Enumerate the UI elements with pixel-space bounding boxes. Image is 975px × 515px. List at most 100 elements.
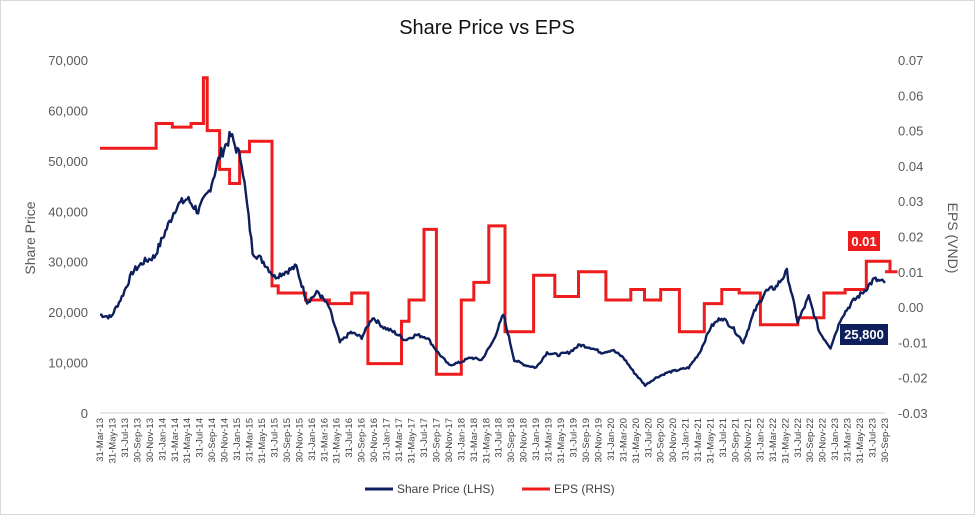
x-tick-label: 31-Jul-16	[344, 418, 355, 458]
right-tick-label: 0.06	[898, 88, 923, 103]
x-tick-label: 31-May-14	[182, 418, 193, 463]
right-axis-label: EPS (VND)	[945, 203, 961, 274]
legend-label-price: Share Price (LHS)	[397, 482, 494, 496]
eps-callout-box	[848, 231, 880, 251]
x-tick-label: 31-Mar-17	[394, 418, 405, 462]
left-axis-ticks: 0 10,000 20,000 30,000 40,000 50,000 60,000 70,…	[48, 53, 88, 421]
x-tick-label: 31-May-22	[780, 418, 791, 463]
eps-callout-label: 0.01	[851, 234, 876, 249]
right-tick-label: 0.03	[898, 194, 923, 209]
legend-label-eps: EPS (RHS)	[554, 482, 615, 496]
x-tick-label: 30-Sep-23	[880, 418, 891, 462]
x-tick-label: 31-May-13	[107, 418, 118, 463]
right-tick-label: 0.02	[898, 230, 923, 245]
price-callout-box	[840, 324, 888, 345]
x-tick-label: 31-Jul-13	[120, 418, 131, 458]
left-tick-label: 70,000	[48, 53, 88, 68]
x-tick-label: 30-Nov-22	[818, 418, 829, 462]
x-tick-label: 31-May-19	[556, 418, 567, 463]
x-tick-label: 30-Sep-21	[730, 418, 741, 462]
right-tick-label: 0.04	[898, 159, 923, 174]
x-tick-label: 31-Mar-20	[618, 418, 629, 462]
x-tick-label: 31-Jan-16	[307, 418, 318, 461]
chart-title: Share Price vs EPS	[399, 17, 575, 39]
x-tick-label: 31-Mar-16	[319, 418, 330, 462]
left-tick-label: 0	[81, 406, 88, 421]
x-tick-label: 31-Jan-22	[755, 418, 766, 461]
price-callout: 25,800	[840, 324, 888, 345]
x-tick-label: 30-Nov-19	[593, 418, 604, 462]
x-tick-label: 31-May-18	[481, 418, 492, 463]
x-tick-label: 30-Nov-16	[369, 418, 380, 462]
x-axis-ticks: 31-Mar-13 31-May-13 31-Jul-13 30-Sep-13 30-N…	[95, 418, 891, 463]
share-price-series-line	[100, 130, 886, 387]
left-tick-label: 10,000	[48, 356, 88, 371]
x-tick-label: 31-May-21	[706, 418, 717, 463]
left-axis-label: Share Price	[22, 201, 38, 274]
x-tick-label: 31-Jul-18	[494, 418, 505, 458]
left-tick-label: 30,000	[48, 255, 88, 270]
x-tick-label: 30-Nov-20	[668, 418, 679, 462]
left-tick-label: 60,000	[48, 103, 88, 118]
x-tick-label: 30-Sep-14	[207, 418, 218, 462]
x-tick-label: 31-May-23	[855, 418, 866, 463]
right-tick-label: 0.01	[898, 265, 923, 280]
x-tick-label: 30-Sep-17	[431, 418, 442, 462]
x-tick-label: 30-Nov-18	[519, 418, 530, 462]
x-tick-label: 31-Jul-14	[195, 418, 206, 458]
x-tick-label: 31-Jan-18	[456, 418, 467, 461]
x-tick-label: 31-Mar-14	[170, 418, 181, 462]
x-tick-label: 31-Mar-22	[768, 418, 779, 462]
x-tick-label: 31-Mar-19	[544, 418, 555, 462]
x-tick-label: 31-Jul-15	[269, 418, 280, 458]
x-tick-label: 31-Jan-23	[830, 418, 841, 461]
right-tick-label: 0.05	[898, 124, 923, 139]
x-tick-label: 30-Nov-15	[294, 418, 305, 462]
x-tick-label: 31-May-17	[407, 418, 418, 463]
eps-series-line	[100, 76, 898, 376]
x-tick-label: 30-Nov-17	[444, 418, 455, 462]
left-tick-label: 40,000	[48, 204, 88, 219]
x-tick-label: 30-Sep-19	[581, 418, 592, 462]
x-tick-label: 31-Mar-18	[469, 418, 480, 462]
x-tick-label: 31-Jul-20	[643, 418, 654, 458]
series-layer	[100, 76, 898, 387]
x-tick-label: 31-May-15	[257, 418, 268, 463]
x-tick-label: 31-Jan-20	[606, 418, 617, 461]
eps-callout: 0.01	[848, 231, 880, 251]
x-tick-label: 31-Jan-21	[681, 418, 692, 461]
x-tick-label: 31-Mar-21	[693, 418, 704, 462]
x-tick-label: 31-Jul-23	[868, 418, 879, 458]
right-tick-label: -0.03	[898, 406, 928, 421]
x-tick-label: 31-May-16	[332, 418, 343, 463]
x-tick-label: 31-Mar-23	[843, 418, 854, 462]
x-tick-label: 30-Sep-18	[506, 418, 517, 462]
right-tick-label: 0.07	[898, 53, 923, 68]
x-tick-label: 30-Sep-13	[132, 418, 143, 462]
x-tick-label: 30-Nov-21	[743, 418, 754, 462]
price-callout-label: 25,800	[844, 327, 884, 342]
x-tick-label: 31-Jan-19	[531, 418, 542, 461]
right-tick-label: -0.01	[898, 335, 928, 350]
x-tick-label: 30-Nov-14	[220, 418, 231, 462]
right-tick-label: -0.02	[898, 371, 928, 386]
x-tick-label: 31-Jan-17	[382, 418, 393, 461]
legend: Share Price (LHS) EPS (RHS)	[365, 482, 615, 496]
x-tick-label: 30-Sep-15	[282, 418, 293, 462]
x-tick-label: 30-Sep-22	[805, 418, 816, 462]
x-tick-label: 30-Sep-16	[357, 418, 368, 462]
x-tick-label: 31-Jul-19	[568, 418, 579, 458]
x-tick-label: 31-May-20	[631, 418, 642, 463]
x-tick-label: 30-Sep-20	[656, 418, 667, 462]
x-tick-label: 31-Jan-15	[232, 418, 243, 461]
x-tick-label: 31-Jan-14	[157, 418, 168, 461]
x-tick-label: 31-Mar-15	[245, 418, 256, 462]
left-tick-label: 20,000	[48, 305, 88, 320]
right-axis-ticks: -0.03 -0.02 -0.01 0.00 0.01 0.02 0.03 0.04 0.05 0…	[898, 53, 928, 421]
x-tick-label: 30-Nov-13	[145, 418, 156, 462]
x-tick-label: 31-Mar-13	[95, 418, 106, 462]
x-tick-label: 31-Jul-21	[718, 418, 729, 458]
x-tick-label: 31-Jul-22	[793, 418, 804, 458]
right-tick-label: 0.00	[898, 300, 923, 315]
